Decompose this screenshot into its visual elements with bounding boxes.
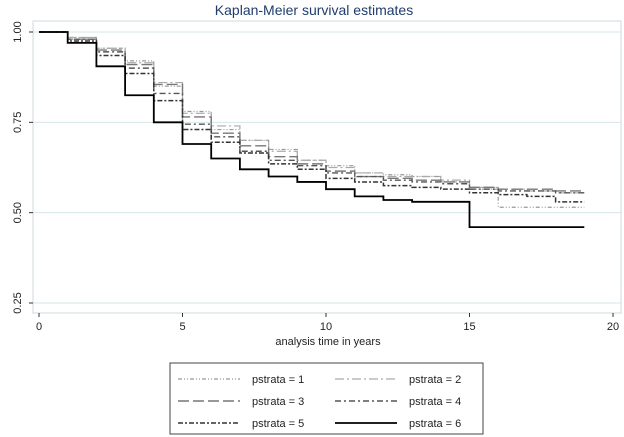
y-tick-label: 0.25 <box>12 292 24 313</box>
legend-label-2: pstrata = 2 <box>409 374 461 386</box>
x-tick-label: 0 <box>36 321 42 333</box>
series-line-5 <box>39 31 585 203</box>
y-tick-label: 1.00 <box>12 21 24 42</box>
series-line-6 <box>39 31 585 229</box>
legend: pstrata = 1 pstrata = 2 pstrata = 3 pstrata… <box>178 374 461 430</box>
legend-label-4: pstrata = 4 <box>409 396 461 408</box>
plot-frame <box>32 20 622 314</box>
legend-label-1: pstrata = 1 <box>252 374 304 386</box>
x-tick-label: 15 <box>463 321 475 333</box>
legend-label-5: pstrata = 5 <box>252 418 304 430</box>
gridlines <box>33 31 621 304</box>
axes-group: 0.25 0.50 0.75 1.00 0 5 10 15 20 <box>12 20 622 333</box>
y-tick-label: 0.75 <box>12 112 24 133</box>
x-tick-label: 10 <box>320 321 332 333</box>
x-axis-label: analysis time in years <box>275 336 381 348</box>
x-tick-label: 5 <box>179 321 185 333</box>
series-group <box>39 31 585 229</box>
series-line-3 <box>39 31 585 192</box>
y-tick-label: 0.50 <box>12 202 24 223</box>
chart-title: Kaplan-Meier survival estimates <box>215 2 413 18</box>
legend-label-3: pstrata = 3 <box>252 396 304 408</box>
x-tick-label: 20 <box>607 321 619 333</box>
legend-label-6: pstrata = 6 <box>409 418 461 430</box>
legend-box <box>169 362 484 435</box>
series-line-2 <box>39 31 585 194</box>
